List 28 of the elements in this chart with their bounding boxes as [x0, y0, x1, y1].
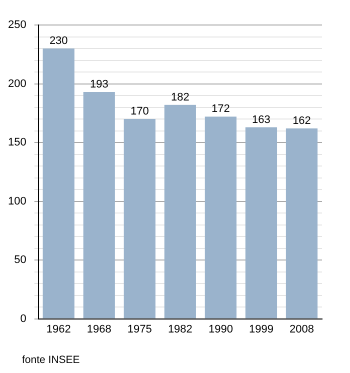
source-note: fonte INSEE	[22, 354, 80, 366]
x-tick-label: 2008	[289, 323, 314, 336]
data-label: 182	[170, 91, 190, 104]
x-tick-label: 1982	[168, 323, 192, 336]
x-tick-label: 1999	[248, 323, 274, 336]
data-label: 172	[212, 103, 230, 116]
x-tick-label: 1968	[86, 323, 112, 336]
x-tick-label: 1990	[208, 323, 233, 336]
data-label: 163	[252, 114, 270, 126]
data-label: 193	[90, 78, 108, 91]
bar	[124, 119, 156, 318]
bar	[83, 92, 115, 318]
x-tick-label: 1975	[127, 323, 152, 336]
data-label: 170	[130, 106, 149, 118]
y-tick-label: 50	[14, 254, 26, 266]
bar	[204, 116, 236, 318]
data-label: 230	[49, 35, 68, 48]
bar	[164, 104, 196, 318]
y-tick-label: 250	[8, 19, 26, 32]
x-tick-label: 1962	[46, 323, 71, 336]
y-tick-label: 150	[8, 136, 26, 149]
bar	[42, 48, 74, 318]
bar	[286, 128, 318, 318]
y-tick-label: 200	[8, 78, 26, 90]
data-label: 162	[292, 114, 311, 127]
y-tick-label: 100	[8, 195, 26, 208]
bar	[245, 127, 278, 318]
y-tick-label: 0	[20, 312, 26, 325]
